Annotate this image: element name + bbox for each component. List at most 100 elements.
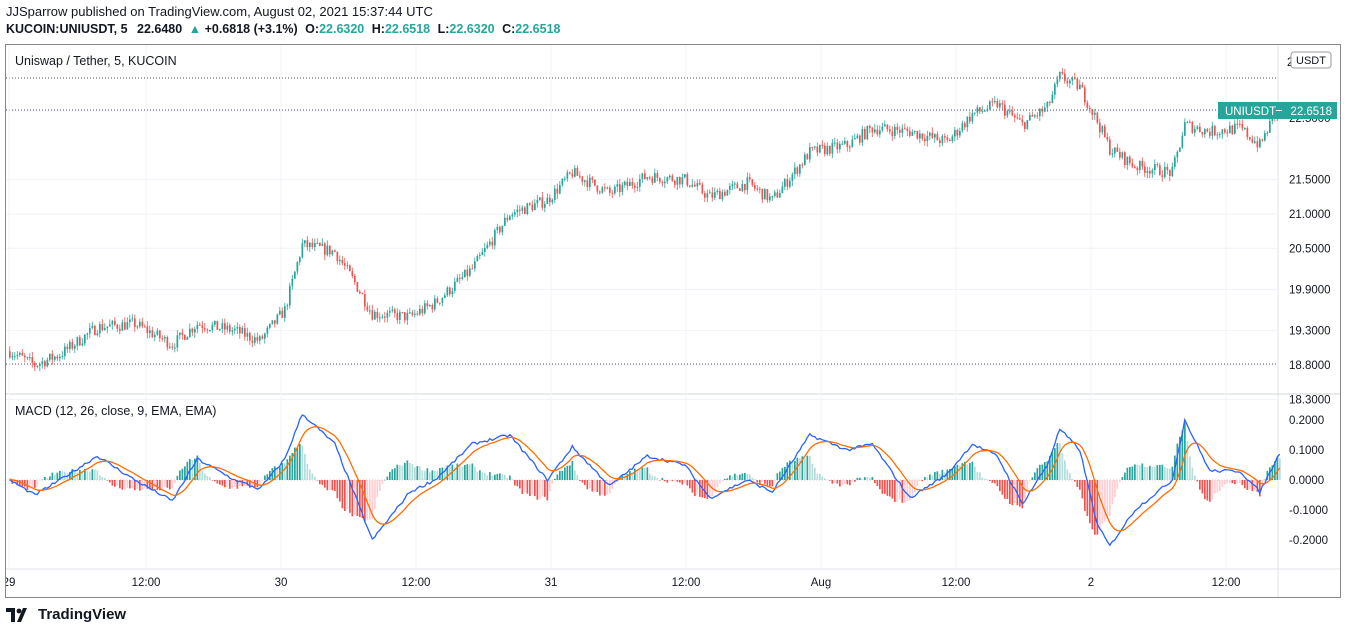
macd-histogram-bar: [859, 477, 861, 480]
candle-body: [874, 129, 876, 133]
candle-body: [806, 154, 809, 160]
macd-histogram-bar: [839, 480, 841, 487]
macd-histogram-bar: [1014, 480, 1016, 504]
candle-body: [561, 178, 564, 186]
candle-body: [119, 328, 121, 331]
macd-histogram-bar: [1134, 464, 1136, 480]
macd-histogram-bar: [134, 480, 136, 491]
candle-body: [621, 185, 624, 193]
macd-histogram-bar: [1256, 480, 1259, 492]
candle-body: [221, 323, 224, 329]
candle-body: [559, 185, 561, 194]
currency-badge[interactable]: USDT: [1290, 51, 1332, 69]
macd-histogram-bar: [1141, 463, 1144, 480]
macd-histogram-bar: [856, 477, 859, 480]
macd-histogram-bar: [734, 473, 736, 480]
macd-histogram-bar: [739, 474, 741, 480]
macd-histogram-bar: [1191, 467, 1194, 480]
macd-histogram-bar: [411, 464, 414, 480]
macd-histogram-bar: [201, 470, 204, 480]
candle-body: [949, 139, 951, 142]
macd-histogram-bar: [306, 463, 309, 480]
macd-histogram-bar: [406, 460, 409, 480]
candle-body: [224, 323, 226, 330]
candle-body: [739, 188, 741, 191]
time-axis[interactable]: 29 12:00 30 12:00 31 12:00 Aug 12:00 2 12:00: [3, 577, 1241, 589]
candle-body: [896, 126, 899, 131]
chart-canvas[interactable]: Uniswap / Tether, 5, KUCOIN MACD (12, 26…: [3, 45, 1340, 597]
candle-body: [9, 351, 11, 358]
macd-histogram-bar: [401, 465, 404, 480]
macd-tick: 0.0000: [1289, 475, 1324, 487]
candle-body: [299, 257, 301, 263]
candle-body: [936, 134, 939, 141]
candle-body: [746, 177, 749, 191]
candle-body: [1016, 117, 1019, 119]
candle-body: [691, 184, 694, 187]
candle-body: [271, 320, 274, 324]
candle-body: [1029, 115, 1031, 121]
macd-histogram-bar: [1099, 480, 1101, 530]
macd-histogram-bar: [789, 460, 791, 480]
macd-histogram-bar: [459, 464, 461, 480]
macd-histogram-bar: [289, 455, 291, 480]
macd-histogram-bar: [736, 475, 739, 480]
price-axis[interactable]: 22.500021.500021.000020.500019.900019.30…: [1289, 113, 1331, 406]
macd-histogram-bar: [644, 468, 646, 480]
macd-histogram-bar: [984, 478, 986, 480]
candle-body: [646, 177, 649, 180]
macd-histogram-bar: [399, 465, 401, 480]
candle-body: [899, 130, 901, 133]
time-tick: 12:00: [1212, 577, 1241, 589]
macd-histogram-bar: [1131, 466, 1134, 480]
macd-histogram-bar: [466, 464, 469, 480]
macd-histogram-bar: [1226, 480, 1229, 484]
macd-histogram-bar: [1006, 480, 1009, 500]
candle-body: [54, 356, 56, 360]
candle-body: [504, 217, 506, 226]
macd-histogram-bar: [1244, 480, 1246, 489]
candle-body: [906, 128, 909, 131]
macd-histogram-bar: [329, 480, 331, 490]
macd-histogram-bar: [209, 477, 211, 480]
macd-histogram-bar: [846, 480, 849, 485]
time-tick: 12:00: [402, 577, 431, 589]
macd-axis[interactable]: 0.2000 0.1000 0.0000 -0.1000 -0.2000: [1289, 415, 1328, 547]
macd-histogram-bar: [611, 480, 614, 490]
macd-histogram-bar: [814, 467, 816, 480]
candle-body: [879, 130, 881, 135]
macd-histogram-bar: [284, 463, 286, 480]
macd-histogram-bar: [916, 480, 919, 487]
candle-body: [901, 128, 904, 133]
macd-histogram-bar: [771, 480, 774, 487]
macd-histogram-bar: [1114, 480, 1116, 498]
macd-histogram-bar: [146, 480, 149, 489]
candle-body: [849, 146, 851, 148]
macd-histogram-bar: [1274, 461, 1276, 480]
macd-histogram-bar: [719, 480, 721, 484]
candle-body: [1044, 107, 1046, 112]
candle-body: [1076, 78, 1079, 90]
candle-body: [554, 188, 556, 200]
candle-body: [664, 181, 666, 184]
macd-histogram-bar: [1209, 480, 1211, 502]
macd-histogram-bar: [951, 468, 954, 480]
macd-histogram-bar: [936, 471, 939, 480]
macd-histogram-bar: [221, 480, 224, 486]
candle-body: [426, 303, 429, 307]
macd-histogram-bar: [1249, 480, 1251, 490]
candle-body: [1151, 170, 1154, 174]
candle-body: [484, 248, 486, 252]
candle-body: [1196, 126, 1199, 129]
macd-histogram-bar: [1194, 475, 1196, 480]
chart-container[interactable]: Uniswap / Tether, 5, KUCOIN MACD (12, 26…: [3, 44, 1341, 598]
macd-histogram-bar: [61, 471, 64, 480]
candle-body: [211, 324, 214, 331]
candle-body: [989, 101, 991, 110]
candle-body: [366, 306, 369, 311]
candle-body: [479, 255, 481, 257]
macd-histogram-bar: [576, 474, 579, 480]
candle-body: [916, 130, 919, 139]
candle-body: [241, 327, 244, 334]
candle-body: [234, 328, 236, 331]
